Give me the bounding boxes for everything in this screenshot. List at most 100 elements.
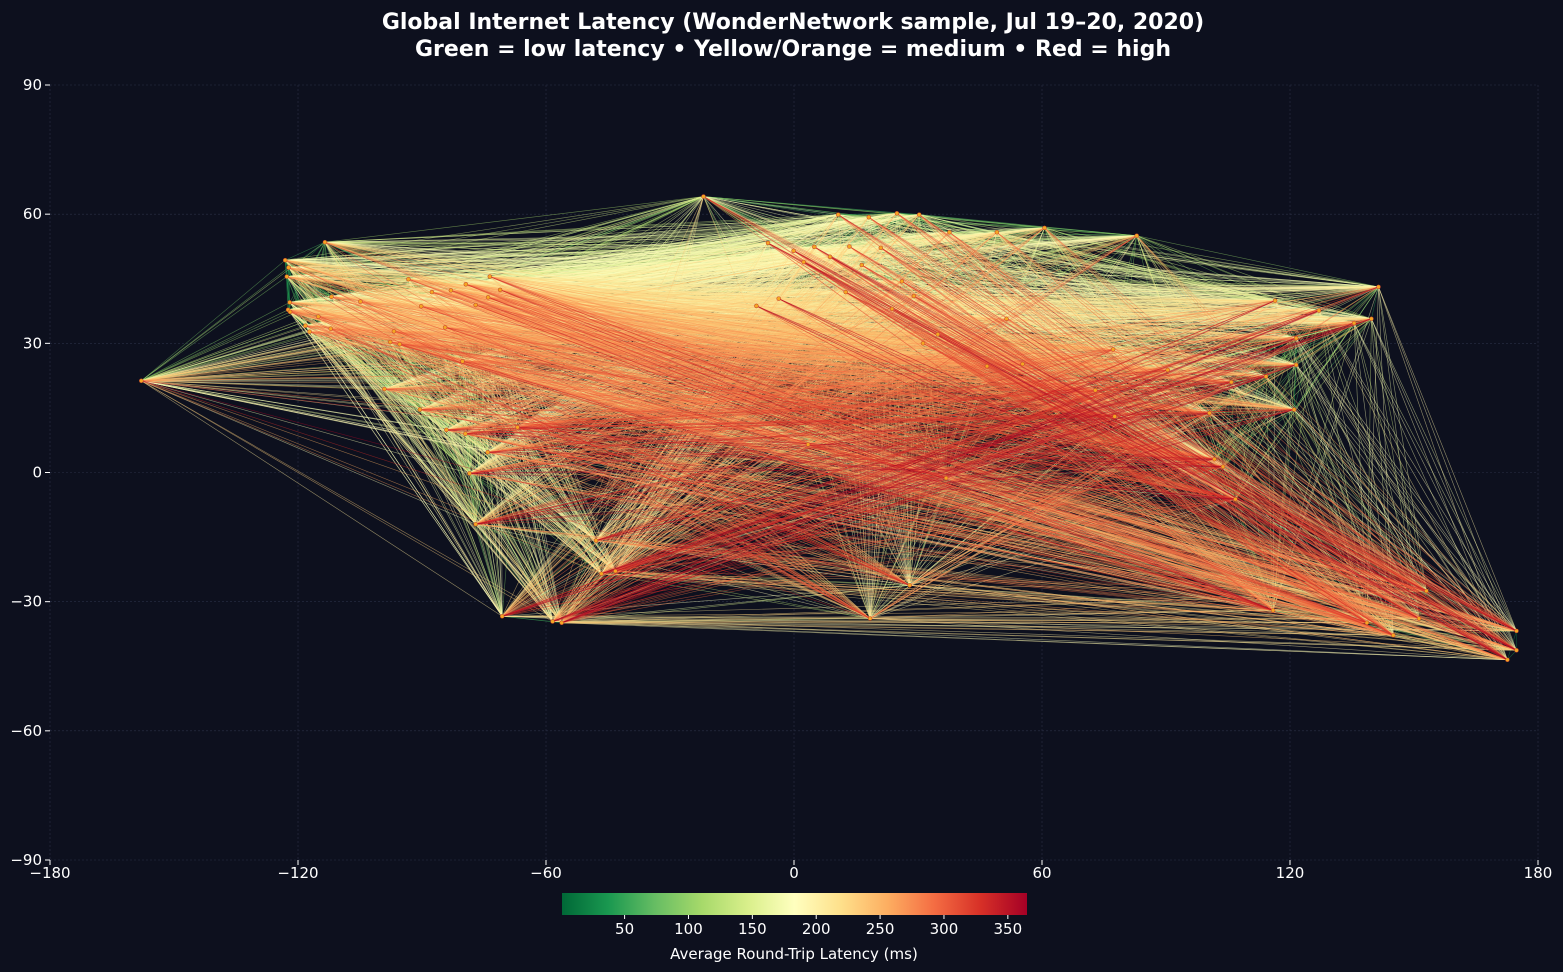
server-node xyxy=(485,295,491,300)
latency-edge xyxy=(601,573,1517,651)
latency-edge xyxy=(896,213,1379,288)
latency-edge xyxy=(615,570,1367,624)
server-node xyxy=(463,282,469,287)
server-node xyxy=(418,304,424,309)
latency-edge xyxy=(1378,286,1517,632)
server-node xyxy=(282,257,288,263)
latency-edge xyxy=(141,302,290,382)
server-node xyxy=(358,299,363,304)
latency-edge xyxy=(475,523,910,586)
latency-edge xyxy=(1366,286,1379,623)
latency-edge xyxy=(141,380,503,617)
latency-edge xyxy=(141,380,470,474)
latency-edge xyxy=(561,610,1274,624)
latency-edge xyxy=(499,289,1517,651)
latency-edge xyxy=(1318,310,1508,660)
latency-edge xyxy=(285,246,850,261)
latency-edge xyxy=(870,618,1517,651)
latency-edge xyxy=(1274,300,1508,660)
server-node xyxy=(287,300,292,305)
latency-edge xyxy=(1274,300,1394,636)
latency-edge xyxy=(289,311,597,541)
latency-edge xyxy=(141,380,476,525)
latency-edge xyxy=(615,570,1394,636)
server-node xyxy=(417,407,423,412)
latency-edge xyxy=(502,609,1274,617)
latency-edge xyxy=(1318,310,1517,651)
latency-edge xyxy=(469,473,1508,661)
latency-edge xyxy=(1274,300,1517,651)
latency-edge xyxy=(305,325,553,622)
latency-edge xyxy=(1231,381,1517,632)
latency-edge xyxy=(1136,235,1508,660)
latency-edge xyxy=(141,276,287,382)
latency-edge xyxy=(141,309,289,382)
latency-edge xyxy=(462,361,1297,366)
server-node xyxy=(322,239,328,245)
server-node xyxy=(287,309,293,315)
latency-edge xyxy=(475,523,1367,624)
server-node xyxy=(329,294,334,300)
latency-edge xyxy=(419,409,503,617)
latency-edge xyxy=(703,196,1372,320)
latency-edge xyxy=(552,318,1007,622)
latency-edge xyxy=(1295,338,1517,632)
server-node xyxy=(460,359,465,364)
latency-edge xyxy=(141,380,616,572)
latency-edge xyxy=(552,214,920,622)
server-node xyxy=(473,302,478,308)
latency-edge xyxy=(561,622,1394,636)
latency-edge xyxy=(595,540,1508,661)
latency-edge xyxy=(869,310,1320,619)
latency-edge xyxy=(1265,376,1427,592)
latency-edge xyxy=(141,380,447,431)
server-node xyxy=(406,276,411,282)
latency-edge xyxy=(289,302,616,572)
latency-edge xyxy=(305,325,562,623)
latency-edge xyxy=(501,242,769,617)
server-node xyxy=(487,274,493,279)
latency-edge xyxy=(1371,318,1517,632)
latency-edge xyxy=(502,365,988,617)
latency-edge xyxy=(1136,235,1517,632)
server-node xyxy=(286,265,291,270)
latency-edge xyxy=(465,227,1045,434)
latency-edge xyxy=(1274,300,1517,632)
server-node xyxy=(307,329,312,334)
latency-edge xyxy=(141,380,562,624)
latency-edge xyxy=(286,214,839,277)
server-node xyxy=(316,314,321,319)
server-node xyxy=(382,386,387,392)
server-node xyxy=(139,378,144,384)
server-node xyxy=(397,341,402,347)
server-node xyxy=(444,427,449,433)
latency-edge xyxy=(141,380,553,622)
latency-edge xyxy=(1371,286,1379,319)
latency-edge xyxy=(1378,286,1508,660)
latency-edge xyxy=(324,232,997,243)
latency-edge xyxy=(561,622,1508,661)
server-node xyxy=(303,323,308,328)
latency-edge xyxy=(141,259,286,382)
latency-edge xyxy=(1371,318,1517,651)
server-node xyxy=(497,287,503,293)
latency-edge xyxy=(289,311,553,622)
server-node xyxy=(387,339,393,345)
latency-edge xyxy=(1378,286,1427,591)
latency-edge xyxy=(1378,286,1517,651)
latency-edge xyxy=(141,311,291,382)
latency-edge xyxy=(615,570,1274,611)
latency-edge xyxy=(324,214,839,243)
latency-edge xyxy=(487,322,1355,453)
latency-edge xyxy=(286,276,289,310)
latency-edge xyxy=(141,241,326,382)
latency-edge xyxy=(141,380,602,574)
latency-edges xyxy=(141,196,1517,661)
latency-edge xyxy=(909,585,1517,632)
latency-edge xyxy=(501,247,882,617)
server-node xyxy=(442,325,448,330)
server-node xyxy=(284,274,290,279)
server-node xyxy=(448,288,454,293)
latency-edge xyxy=(446,429,602,574)
